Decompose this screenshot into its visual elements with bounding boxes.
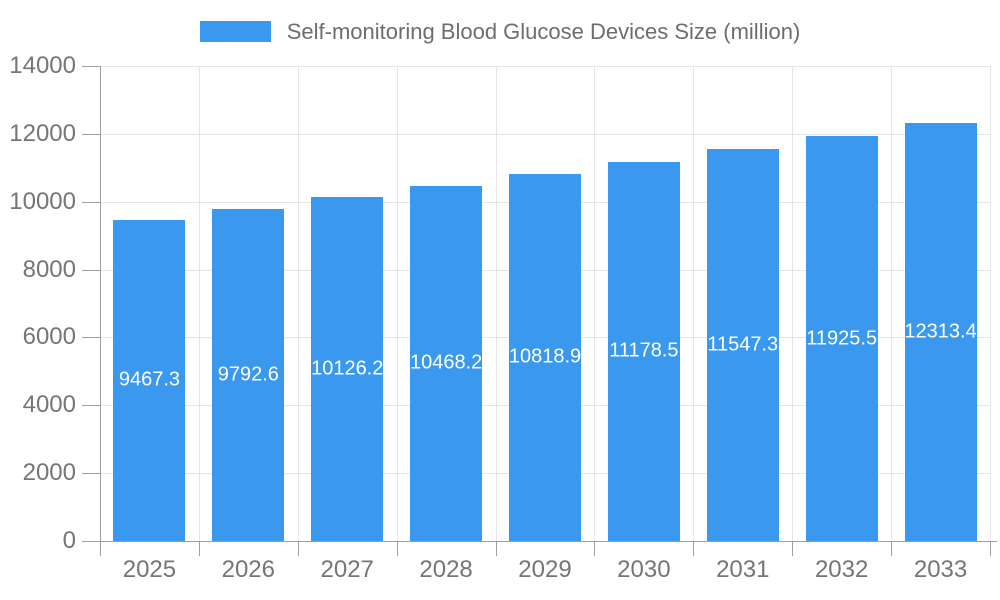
bar-2027[interactable]: 10126.2 — [311, 197, 384, 541]
gridline-vertical — [396, 66, 398, 541]
x-axis-tick — [693, 541, 695, 556]
x-axis-tick — [891, 541, 893, 556]
x-axis-tick — [990, 541, 991, 556]
y-axis-tick — [82, 541, 100, 542]
x-axis-tick — [100, 541, 101, 556]
y-axis-label-8000: 8000 — [22, 255, 76, 283]
bar-2033[interactable]: 12313.4 — [904, 123, 977, 541]
bar-value-label: 10818.9 — [509, 345, 581, 368]
y-axis-label-12000: 12000 — [9, 119, 76, 147]
bar-2026[interactable]: 9792.6 — [212, 208, 285, 541]
y-axis-tick — [82, 269, 100, 271]
x-axis-label-2028: 2028 — [419, 556, 473, 583]
legend-swatch-icon — [199, 21, 271, 42]
y-axis-label-4000: 4000 — [22, 391, 76, 419]
y-axis-tick — [82, 133, 100, 135]
y-axis-tick — [82, 66, 100, 67]
y-axis-line — [100, 66, 101, 541]
x-axis-line — [100, 541, 997, 542]
x-axis-tick — [297, 541, 299, 556]
x-axis-tick — [792, 541, 794, 556]
y-axis-label-10000: 10000 — [9, 187, 76, 215]
x-axis-label-2031: 2031 — [716, 556, 770, 583]
gridline-vertical — [297, 66, 299, 541]
y-axis-tick — [82, 405, 100, 407]
bar-2030[interactable]: 11178.5 — [607, 161, 680, 541]
x-axis-label-2027: 2027 — [320, 556, 374, 583]
x-axis-tick — [396, 541, 398, 556]
gridline-vertical — [891, 66, 893, 541]
gridline-vertical — [594, 66, 596, 541]
gridline-horizontal — [100, 66, 990, 67]
y-axis-label-2000: 2000 — [22, 459, 76, 487]
x-axis-label-2025: 2025 — [122, 556, 177, 583]
bar-value-label: 9467.3 — [118, 368, 181, 391]
bar-value-label: 9792.6 — [217, 363, 279, 386]
gridline-horizontal — [100, 133, 990, 135]
y-axis-label-6000: 6000 — [22, 323, 76, 351]
y-axis-label-14000: 14000 — [9, 52, 76, 79]
y-axis-tick — [82, 201, 100, 203]
gridline-vertical — [792, 66, 794, 541]
x-axis-label-2026: 2026 — [221, 556, 275, 583]
x-axis-label-2030: 2030 — [617, 556, 671, 583]
gridline-vertical — [693, 66, 695, 541]
bar-value-label: 10126.2 — [311, 357, 384, 380]
bar-value-label: 11547.3 — [707, 333, 779, 356]
bar-2031[interactable]: 11547.3 — [706, 149, 779, 541]
y-axis-tick — [82, 337, 100, 339]
bar-2029[interactable]: 10818.9 — [509, 173, 581, 541]
y-axis-label-0: 0 — [62, 527, 76, 554]
x-axis-tick — [495, 541, 497, 556]
x-axis-tick — [594, 541, 596, 556]
bar-value-label: 11925.5 — [806, 327, 878, 350]
gridline-vertical — [990, 66, 991, 541]
x-axis-tick — [198, 541, 200, 556]
y-axis-tick — [82, 473, 100, 475]
gridline-vertical — [495, 66, 497, 541]
bar-value-label: 12313.4 — [904, 320, 977, 343]
legend[interactable]: Self-monitoring Blood Glucose Devices Si… — [0, 15, 1000, 48]
x-axis-label-2032: 2032 — [814, 556, 869, 583]
bar-value-label: 10468.2 — [410, 351, 483, 374]
bar-2032[interactable]: 11925.5 — [805, 136, 878, 541]
x-axis-label-2033: 2033 — [913, 556, 968, 583]
bar-2028[interactable]: 10468.2 — [410, 185, 483, 541]
gridline-vertical — [198, 66, 200, 541]
x-axis-label-2029: 2029 — [518, 556, 572, 583]
legend-label: Self-monitoring Blood Glucose Devices Si… — [286, 18, 801, 44]
bar-value-label: 11178.5 — [609, 339, 679, 362]
bar-2025[interactable]: 9467.3 — [113, 219, 186, 541]
